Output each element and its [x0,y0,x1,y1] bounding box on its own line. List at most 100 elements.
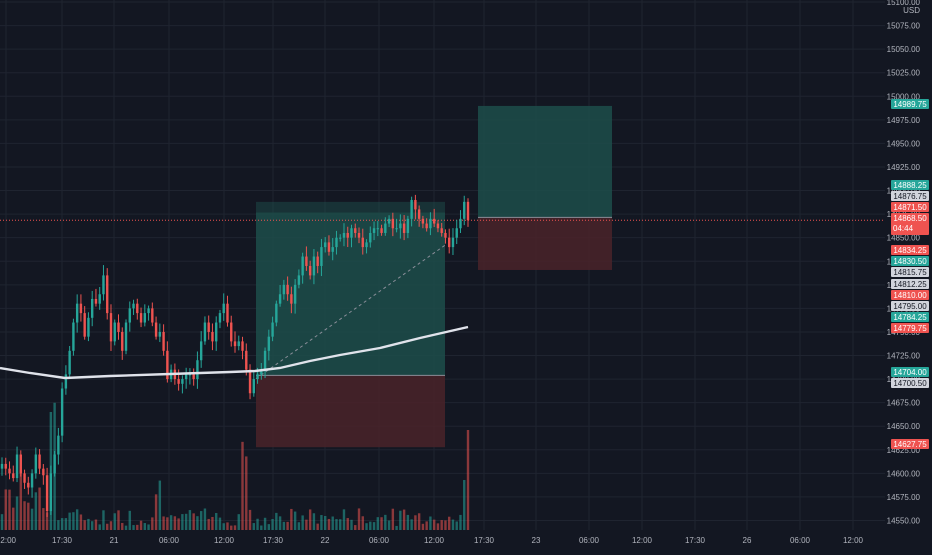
candle-body [147,308,150,314]
volume-bar [282,521,286,530]
candle-body [162,331,165,351]
volume-bar [233,525,237,530]
volume-bar [323,515,327,530]
price-badge [891,202,929,212]
candle-body [203,322,207,342]
price-tick-label: 15025.00 [887,69,921,78]
candle-body [376,228,380,230]
volume-bar [79,514,83,530]
candle-body [245,350,248,370]
candle-body [87,317,90,337]
volume-bar [387,520,391,530]
candle-body [12,473,15,479]
volume-bar [94,519,98,530]
candle-body [30,473,34,488]
time-tick-label: 26 [743,536,752,545]
volume-bar [320,515,323,530]
volume-bar [440,520,443,530]
volume-bar [57,520,60,530]
candle-body [0,463,4,469]
price-axis[interactable]: USD 15100.00 15075.00 15050.00 15025.00 1500… [885,0,932,530]
volume-bar [102,510,105,530]
candle-body [207,322,210,332]
volume-bar [177,518,180,530]
candle-body [320,247,323,266]
price-badge [891,367,929,377]
price-badge [891,245,929,255]
volume-bar [72,512,75,530]
volume-bar [121,522,124,530]
countdown-label: 04:44 [893,224,914,233]
time-tick-label: 12:00 [0,536,17,545]
price-tick-label: 14675.00 [887,399,921,408]
candle-body [451,237,455,248]
time-tick-label: 17:30 [474,536,495,545]
volume-bar [327,518,331,530]
price-badge [891,99,929,109]
volume-bar [4,489,7,530]
volume-bar [173,516,177,530]
candle-body [117,322,120,332]
candle-body [350,228,353,238]
candle-body [331,247,334,252]
candle-body [23,473,26,483]
price-badge [891,301,929,311]
candle-body [286,284,289,295]
price-tick-label: 14975.00 [887,116,921,125]
volume-bar [459,514,462,530]
time-tick-label: 17:30 [685,536,706,545]
candle-body [72,322,75,351]
volume-bar [132,525,135,530]
price-badge-label: 14989.75 [893,100,927,109]
volume-bar [399,510,402,530]
candle-body [455,228,458,238]
price-tick-label: 14600.00 [887,469,921,478]
candle-body [293,284,297,304]
candle-body [417,209,421,219]
price-badge-label: 14779.75 [893,324,927,333]
candle-body [278,294,282,304]
volume-bar [350,519,353,530]
moving-average [0,325,469,380]
candle-body [233,341,237,347]
candle-body [395,228,398,230]
long-loss-zone [256,375,445,448]
volume-bar [15,496,19,530]
volume-bar [34,492,38,530]
candle-body [53,454,56,474]
candle-body [113,322,116,342]
price-tick-label: 14950.00 [887,139,921,148]
candle-body [256,374,259,380]
time-axis[interactable]: 12:00 17:30 21 06:00 12:00 17:30 22 06:00 12:00 1… [0,530,932,550]
candle-body [327,242,331,252]
volume-bar [169,515,173,530]
price-badge [891,279,929,289]
volume-bar [117,510,120,530]
volume-bar [275,512,278,530]
candle-body [166,350,169,380]
candle-body [282,284,286,295]
position-tools[interactable] [0,105,885,448]
candle-body [440,228,443,233]
time-tick-label: 17:30 [52,536,73,545]
candle-body [75,303,79,323]
time-tick-label: 12:00 [632,536,653,545]
price-badge [891,256,929,266]
candle-body [429,218,432,229]
candle-body [226,303,229,323]
candle-body [27,482,30,488]
candle-body [365,242,368,248]
volume-bar [68,512,71,530]
candle-body [466,201,470,221]
candle-body [335,237,338,248]
volume-bar [75,509,79,530]
candle-body [211,331,214,342]
candle-body [222,303,225,314]
volume-bar [271,518,274,530]
volume-bar [384,514,387,530]
candle-body [68,350,71,375]
volume-bar [188,510,192,530]
candle-body [354,228,357,233]
